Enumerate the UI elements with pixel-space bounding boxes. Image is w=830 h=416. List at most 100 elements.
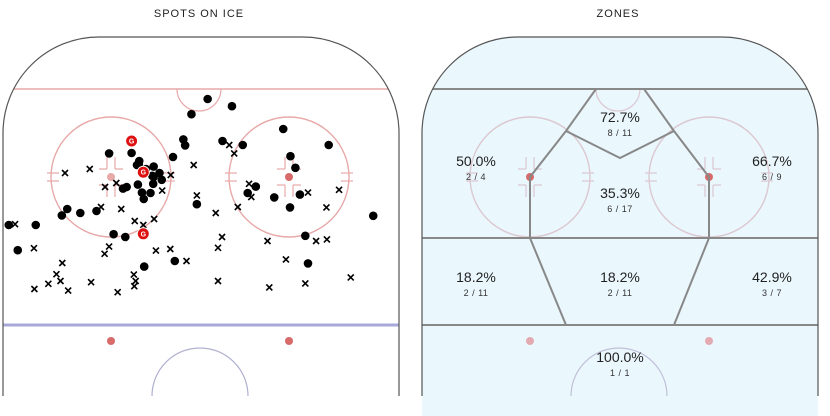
shot-missed-41: [263, 237, 272, 245]
shot-missed-34: [150, 215, 158, 223]
shot-missed-37: [247, 193, 255, 201]
center-circle-left: [151, 347, 249, 397]
shot-missed-9: [190, 161, 198, 169]
shot-missed-26: [30, 244, 38, 252]
shot-missed-49: [182, 257, 191, 265]
zone-4: 18.2% 2 / 11: [456, 269, 496, 298]
shot-missed-25: [11, 220, 19, 228]
shot-made-17: [149, 162, 158, 171]
shot-missed-35: [158, 187, 166, 195]
zone-labels: 72.7% 8 / 11 50.0% 2 / 4 35.3% 6 / 17 66.7% 6 /…: [456, 109, 792, 378]
shot-missed-31: [132, 277, 140, 285]
shot-made-38: [286, 151, 295, 161]
shot-missed-3: [101, 183, 109, 191]
faceoff-circle-left-2: [228, 116, 350, 238]
shot-made-41: [324, 140, 334, 150]
shot-missed-22: [30, 285, 38, 293]
shot-missed-17: [105, 243, 113, 251]
zone-pct-6: 42.9%: [752, 269, 792, 285]
zone-pct-2: 35.3%: [600, 185, 640, 201]
zone-2: 35.3% 6 / 17: [600, 185, 640, 214]
zone-pct-4: 18.2%: [456, 269, 496, 285]
neutral-dot-right-2: [705, 337, 713, 345]
shot-made-43: [4, 220, 14, 230]
shot-made-39: [368, 211, 378, 221]
shot-made-40: [301, 231, 310, 241]
shot-missed-28: [114, 288, 122, 296]
shot-made-28: [118, 184, 128, 193]
zone-frac-3: 6 / 9: [762, 172, 782, 182]
zone-pct-0: 72.7%: [600, 109, 640, 125]
rink-right-boards: [421, 36, 819, 396]
crease-left: [176, 88, 222, 112]
shot-made-47: [146, 188, 155, 198]
zone-3: 66.7% 6 / 9: [752, 153, 792, 182]
shot-missed-42: [282, 255, 290, 263]
svg-text:G: G: [141, 231, 147, 238]
shot-made-29: [104, 149, 114, 158]
shot-missed-5: [117, 205, 125, 213]
hash-marks-right: [466, 157, 773, 197]
shot-missed-19: [58, 259, 66, 267]
shot-missed-16: [225, 141, 233, 149]
zone-0: 72.7% 8 / 11: [600, 109, 640, 138]
shot-made-46: [155, 168, 164, 178]
shot-made-21: [227, 101, 237, 111]
shot-made-42: [238, 140, 248, 150]
shot-missed-30: [130, 282, 138, 290]
shot-made-24: [13, 245, 23, 255]
shot-missed-43: [335, 186, 343, 194]
shot-made-4: [109, 229, 118, 239]
zone-frac-0: 8 / 11: [608, 128, 633, 138]
shot-made-31: [291, 163, 300, 173]
shot-markers: G G G: [4, 94, 378, 296]
shot-made-48: [218, 136, 227, 146]
shot-missed-36: [245, 180, 253, 188]
rink-right: 72.7% 8 / 11 50.0% 2 / 4 35.3% 6 / 17 66.7% 6 /…: [421, 36, 819, 416]
zone-frac-5: 2 / 11: [608, 288, 633, 298]
zone-lines: [422, 88, 818, 326]
shot-made-33: [285, 203, 295, 212]
shot-missed-8: [167, 171, 175, 179]
shot-missed-29: [130, 271, 138, 279]
panel-title-zones: ZONES: [596, 8, 640, 20]
shot-missed-45: [347, 273, 355, 281]
shot-missed-38: [304, 189, 312, 197]
faceoff-dot-left-2: [285, 173, 293, 181]
zone-frac-6: 3 / 7: [762, 288, 782, 298]
shot-made-44: [132, 160, 142, 170]
shot-missed-4: [97, 203, 105, 211]
shot-missed-46: [301, 279, 309, 287]
svg-text:G: G: [129, 139, 135, 146]
shot-made-5: [121, 232, 130, 242]
shot-made-1: [62, 204, 72, 214]
shot-missed-24: [56, 277, 65, 285]
shot-made-16: [148, 171, 157, 181]
neutral-dot-left-1: [107, 337, 115, 345]
shot-made-23: [57, 211, 67, 220]
crease-right: [595, 88, 641, 112]
shot-missed-6: [131, 217, 139, 225]
shot-made-3: [127, 148, 136, 158]
rink-left-surface: [0, 0, 420, 416]
shot-made-49: [168, 152, 178, 162]
shot-made-9: [170, 256, 180, 266]
shot-made-36: [251, 182, 261, 191]
shot-made-0: [31, 220, 41, 230]
rink-left: G G G: [0, 0, 420, 416]
rink-left-boards: [2, 36, 400, 396]
shot-made-32: [269, 193, 279, 202]
zone-pct-7: 100.0%: [596, 349, 643, 365]
shot-made-12: [187, 109, 196, 119]
shot-made-8: [137, 188, 147, 197]
shot-made-22: [76, 208, 85, 218]
shot-made-18: [203, 94, 212, 104]
shot-goal-0: G: [125, 134, 139, 148]
shot-made-20: [139, 262, 149, 271]
shot-missed-0: [61, 169, 69, 177]
zone-1: 50.0% 2 / 4: [456, 153, 496, 182]
shot-missed-13: [234, 203, 242, 211]
shot-missed-44: [322, 203, 331, 211]
zone-pct-5: 18.2%: [600, 269, 640, 285]
